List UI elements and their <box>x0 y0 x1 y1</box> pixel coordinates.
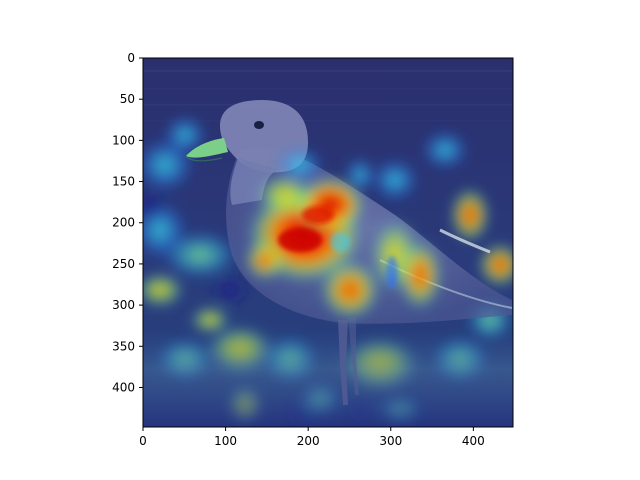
y-tick-label: 350 <box>112 339 135 353</box>
x-tick-label: 0 <box>139 434 147 448</box>
heatmap-image <box>132 58 522 429</box>
x-tick-label: 200 <box>297 434 320 448</box>
x-tick-label: 100 <box>214 434 237 448</box>
ground-layer <box>143 330 513 427</box>
y-tick-label: 200 <box>112 216 135 230</box>
y-tick-label: 0 <box>127 51 135 65</box>
x-tick-label: 400 <box>462 434 485 448</box>
y-tick-label: 300 <box>112 298 135 312</box>
y-tick-label: 50 <box>120 92 135 106</box>
y-tick-label: 250 <box>112 257 135 271</box>
x-axis: 0 100 200 300 400 <box>139 427 485 448</box>
x-tick-label: 300 <box>379 434 402 448</box>
y-axis: 0 50 100 150 200 250 300 350 400 <box>112 51 143 394</box>
y-tick-label: 400 <box>112 380 135 394</box>
y-tick-label: 100 <box>112 133 135 147</box>
y-tick-label: 150 <box>112 175 135 189</box>
